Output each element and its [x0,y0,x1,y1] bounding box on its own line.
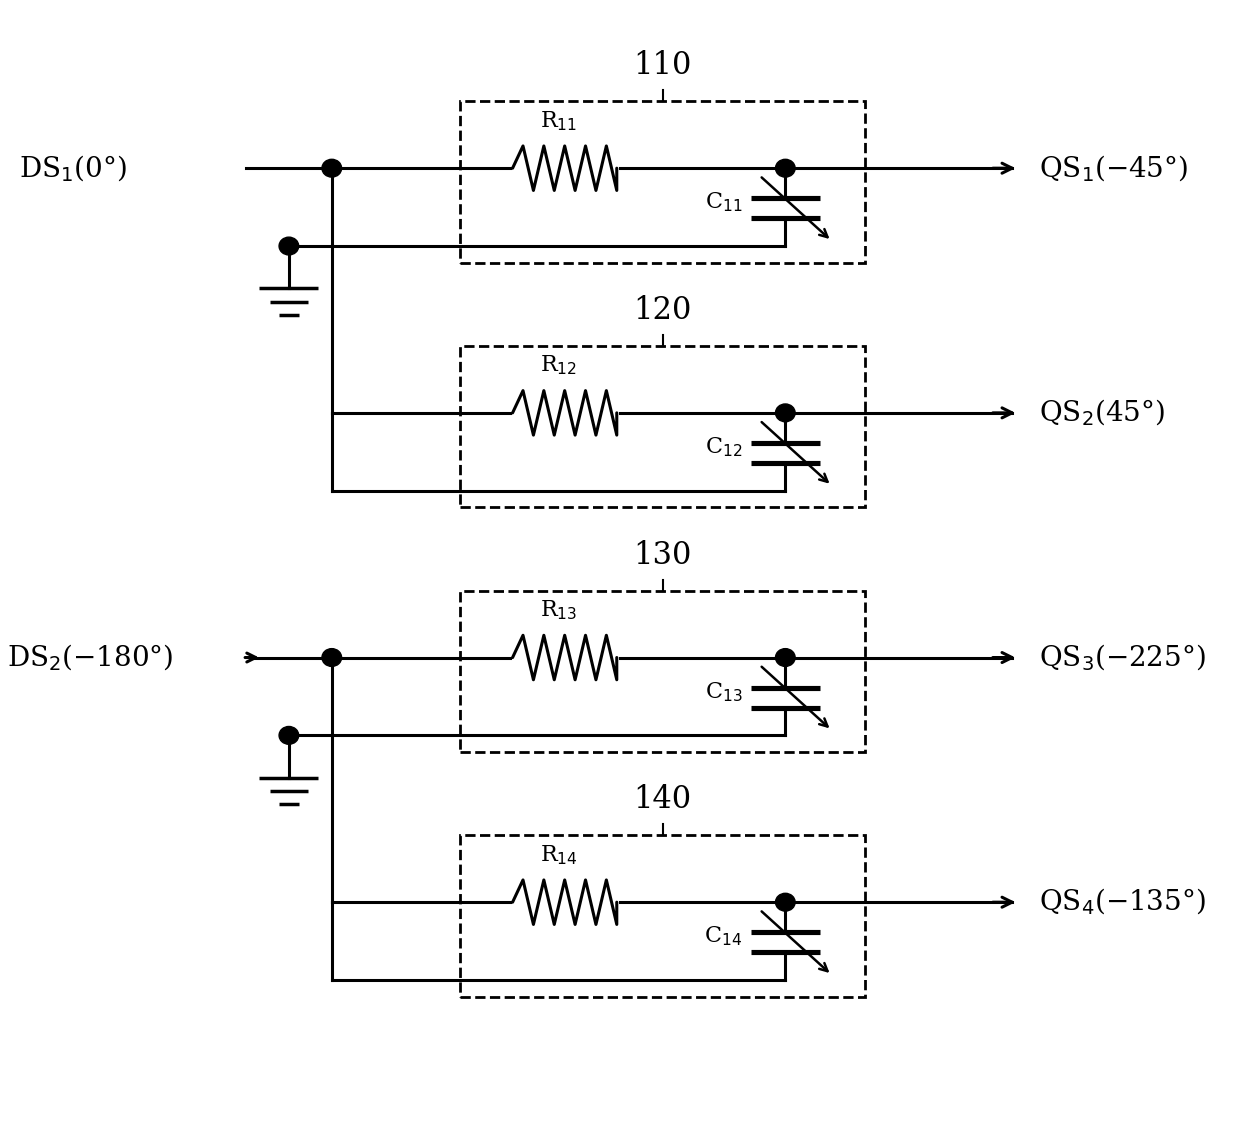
Circle shape [279,238,298,254]
Text: QS$_4$(−135°): QS$_4$(−135°) [1039,887,1205,918]
Bar [461,101,865,262]
Circle shape [322,649,342,667]
Circle shape [279,726,298,744]
Text: R$_{11}$: R$_{11}$ [540,109,578,133]
Circle shape [776,649,796,667]
Text: 110: 110 [634,51,692,81]
Circle shape [776,893,796,911]
Text: R$_{14}$: R$_{14}$ [540,843,578,867]
Text: QS$_2$(45°): QS$_2$(45°) [1039,397,1165,428]
Text: DS$_1$(0°): DS$_1$(0°) [19,153,127,184]
Text: DS$_2$(−180°): DS$_2$(−180°) [8,642,173,673]
Bar [461,591,865,752]
Circle shape [322,159,342,177]
Bar [461,346,865,508]
Text: C$_{14}$: C$_{14}$ [704,924,743,948]
Text: R$_{12}$: R$_{12}$ [540,354,578,377]
Text: 120: 120 [634,295,692,327]
Text: QS$_3$(−225°): QS$_3$(−225°) [1039,642,1205,673]
Bar [461,835,865,997]
Text: 130: 130 [634,539,692,571]
Circle shape [776,159,796,177]
Text: C$_{12}$: C$_{12}$ [705,436,743,459]
Text: C$_{13}$: C$_{13}$ [704,680,743,704]
Text: 140: 140 [634,785,692,815]
Circle shape [776,404,796,422]
Text: C$_{11}$: C$_{11}$ [705,191,743,214]
Text: QS$_1$(−45°): QS$_1$(−45°) [1039,153,1188,184]
Text: R$_{13}$: R$_{13}$ [540,598,578,622]
